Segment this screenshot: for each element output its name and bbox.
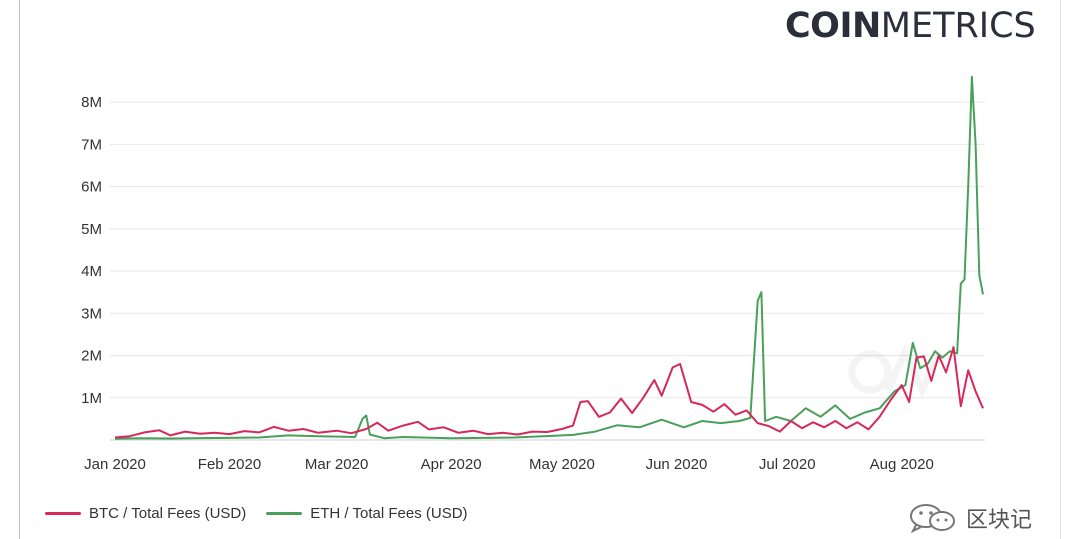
- y-tick-label: 1M: [81, 390, 102, 407]
- x-tick-label: Apr 2020: [421, 456, 482, 473]
- x-tick-label: May 2020: [529, 456, 595, 473]
- legend-label-eth: ETH / Total Fees (USD): [310, 505, 468, 522]
- series-layer: [114, 75, 984, 440]
- wechat-watermark: 区块记: [906, 502, 1032, 534]
- y-tick-label: 5M: [81, 221, 102, 238]
- coinmetrics-logo: COINMETRICS: [785, 6, 1036, 46]
- legend-item-eth[interactable]: ETH / Total Fees (USD): [266, 505, 468, 522]
- right-border: [1060, 0, 1061, 539]
- legend-label-btc: BTC / Total Fees (USD): [89, 505, 247, 522]
- x-tick-label: Aug 2020: [870, 456, 934, 473]
- left-border: [19, 0, 20, 539]
- y-tick-label: 6M: [81, 179, 102, 196]
- axis-layer: 1M 2M 3M 4M 5M 6M 7M 8M Jan 2020 Feb 2020 Mar 2020…: [81, 94, 985, 473]
- x-tick-label: Jul 2020: [759, 456, 816, 473]
- x-tick-label: Mar 2020: [305, 456, 368, 473]
- grid-layer: [110, 101, 985, 399]
- y-tick-label: 3M: [81, 305, 102, 322]
- logo-light-text: METRICS: [880, 6, 1036, 46]
- chart-watermark-logo: [848, 343, 944, 399]
- x-tick-label: Jun 2020: [646, 456, 708, 473]
- y-tick-label: 8M: [81, 94, 102, 111]
- legend: BTC / Total Fees (USD) ETH / Total Fees …: [45, 505, 488, 522]
- legend-swatch-btc: [45, 512, 81, 515]
- x-tick-label: Feb 2020: [198, 456, 261, 473]
- wechat-icon: [910, 504, 955, 534]
- legend-swatch-eth: [266, 512, 303, 515]
- y-tick-label: 2M: [81, 348, 102, 365]
- legend-item-btc[interactable]: BTC / Total Fees (USD): [45, 505, 246, 522]
- y-tick-label: 7M: [81, 136, 102, 153]
- logo-bold-text: COIN: [785, 6, 881, 46]
- btc-fees-line: [114, 346, 984, 439]
- y-tick-label: 4M: [81, 263, 102, 280]
- watermark-text: 区块记: [966, 508, 1033, 533]
- x-tick-label: Jan 2020: [84, 456, 146, 473]
